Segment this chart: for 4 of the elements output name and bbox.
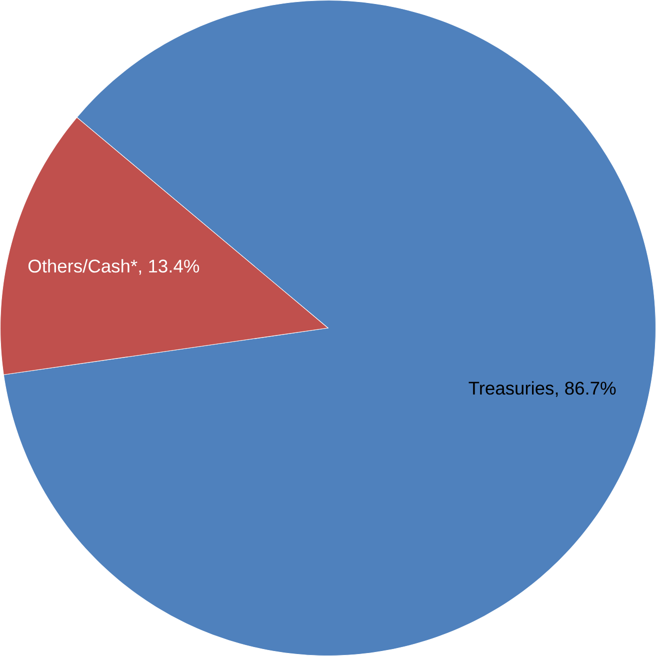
data-label: , 86.7% bbox=[556, 382, 616, 397]
data-label: , 13.4% bbox=[139, 260, 200, 275]
slice-label: Treasuries bbox=[468, 381, 554, 395]
slice-label: Others/Cash* bbox=[28, 259, 138, 273]
